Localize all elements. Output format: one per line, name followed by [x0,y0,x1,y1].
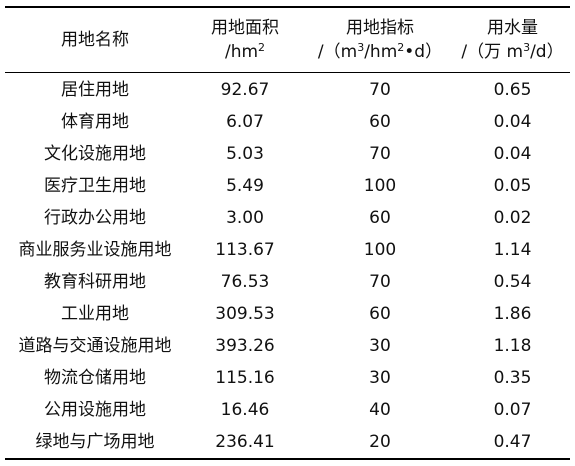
cell-land-area: 5.03 [226,144,264,164]
cell-land-name: 体育用地 [61,112,129,132]
cell-land-area: 236.41 [215,432,275,452]
table-row: 商业服务业设施用地 113.67 100 1.14 [5,234,570,266]
cell-land-name: 商业服务业设施用地 [18,240,172,260]
cell-land-name: 绿地与广场用地 [35,432,155,452]
cell-land-index: 70 [369,272,391,292]
cell-land-index: 100 [363,176,397,196]
cell-land-area: 5.49 [226,176,264,196]
cell-land-area: 3.00 [226,208,264,228]
cell-land-index: 40 [369,400,391,420]
header-land-index-title: 用地指标 [346,18,414,38]
cell-land-area: 113.67 [215,240,275,260]
cell-water-use: 0.02 [493,208,532,228]
cell-land-name: 工业用地 [61,304,129,324]
cell-land-name: 公用设施用地 [44,400,146,420]
header-water-use: 用水量 /（万 m3/d） [455,8,570,72]
table-header-rule [5,72,570,73]
table-row: 公用设施用地 16.46 40 0.07 [5,394,570,426]
cell-land-index: 70 [369,144,391,164]
table-row: 物流仓储用地 115.16 30 0.35 [5,362,570,394]
cell-land-name: 医疗卫生用地 [44,176,146,196]
cell-land-index: 100 [363,240,397,260]
header-water-use-title: 用水量 [487,18,538,38]
cell-water-use: 0.54 [493,272,532,292]
cell-land-name: 教育科研用地 [44,272,146,292]
header-land-area-unit: /hm2 [224,41,266,62]
table-row: 工业用地 309.53 60 1.86 [5,298,570,330]
header-land-area: 用地面积 /hm2 [185,8,305,72]
cell-land-area: 309.53 [215,304,275,324]
table-row: 道路与交通设施用地 393.26 30 1.18 [5,330,570,362]
table-row: 绿地与广场用地 236.41 20 0.47 [5,426,570,458]
cell-water-use: 1.14 [493,240,532,260]
table-header-row: 用地名称 用地面积 /hm2 用地指标 /（m3/hm2•d） 用水量 /（万 … [5,8,570,72]
cell-water-use: 0.47 [493,432,532,452]
header-land-index-unit: /（m3/hm2•d） [317,41,443,62]
table-row: 行政办公用地 3.00 60 0.02 [5,202,570,234]
cell-land-name: 居住用地 [61,80,129,100]
cell-land-name: 物流仓储用地 [44,368,146,388]
cell-land-index: 60 [369,304,391,324]
cell-land-index: 60 [369,112,391,132]
cell-land-area: 115.16 [215,368,275,388]
cell-water-use: 0.04 [493,112,532,132]
table-row: 教育科研用地 76.53 70 0.54 [5,266,570,298]
cell-land-area: 393.26 [215,336,275,356]
cell-land-index: 70 [369,80,391,100]
cell-land-name: 道路与交通设施用地 [18,336,172,356]
cell-land-index: 60 [369,208,391,228]
header-land-name-label: 用地名称 [61,30,129,50]
header-land-name: 用地名称 [5,8,185,72]
cell-land-area: 76.53 [220,272,270,292]
cell-land-area: 16.46 [220,400,270,420]
cell-land-index: 30 [369,336,391,356]
cell-land-index: 20 [369,432,391,452]
table-top-rule [5,6,570,8]
cell-water-use: 0.35 [493,368,532,388]
header-water-use-unit: /（万 m3/d） [461,41,564,62]
table-row: 文化设施用地 5.03 70 0.04 [5,138,570,170]
table-row: 医疗卫生用地 5.49 100 0.05 [5,170,570,202]
cell-water-use: 1.18 [493,336,532,356]
cell-water-use: 0.05 [493,176,532,196]
cell-land-area: 92.67 [220,80,270,100]
water-demand-table: 用地名称 用地面积 /hm2 用地指标 /（m3/hm2•d） 用水量 /（万 … [5,6,570,461]
cell-land-name: 文化设施用地 [44,144,146,164]
cell-land-area: 6.07 [226,112,264,132]
table-bottom-rule [5,458,570,460]
cell-land-index: 30 [369,368,391,388]
table-row: 居住用地 92.67 70 0.65 [5,74,570,106]
header-land-index: 用地指标 /（m3/hm2•d） [305,8,455,72]
cell-water-use: 1.86 [493,304,532,324]
table-row: 体育用地 6.07 60 0.04 [5,106,570,138]
cell-water-use: 0.65 [493,80,532,100]
cell-water-use: 0.04 [493,144,532,164]
cell-water-use: 0.07 [493,400,532,420]
table-body: 居住用地 92.67 70 0.65 体育用地 6.07 60 0.04 文化设… [5,74,570,458]
cell-land-name: 行政办公用地 [44,208,146,228]
header-land-area-title: 用地面积 [211,18,279,38]
